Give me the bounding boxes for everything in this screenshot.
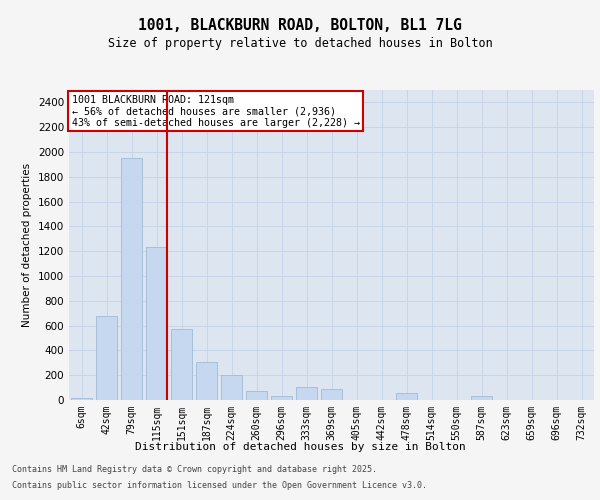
Bar [321, 390, 342, 400]
Bar [246, 390, 267, 400]
Bar [271, 396, 292, 400]
Bar [196, 362, 217, 400]
Y-axis label: Number of detached properties: Number of detached properties [22, 163, 32, 327]
Text: Contains public sector information licensed under the Open Government Licence v3: Contains public sector information licen… [12, 481, 427, 490]
Text: Size of property relative to detached houses in Bolton: Size of property relative to detached ho… [107, 38, 493, 51]
Bar [96, 316, 117, 400]
Bar [71, 398, 92, 400]
Text: 1001, BLACKBURN ROAD, BOLTON, BL1 7LG: 1001, BLACKBURN ROAD, BOLTON, BL1 7LG [138, 18, 462, 32]
Bar [171, 330, 192, 400]
Bar [296, 387, 317, 400]
Text: Contains HM Land Registry data © Crown copyright and database right 2025.: Contains HM Land Registry data © Crown c… [12, 465, 377, 474]
Bar [121, 158, 142, 400]
Text: Distribution of detached houses by size in Bolton: Distribution of detached houses by size … [134, 442, 466, 452]
Bar [221, 375, 242, 400]
Bar [146, 248, 167, 400]
Text: 1001 BLACKBURN ROAD: 121sqm
← 56% of detached houses are smaller (2,936)
43% of : 1001 BLACKBURN ROAD: 121sqm ← 56% of det… [71, 94, 359, 128]
Bar [471, 396, 492, 400]
Bar [396, 393, 417, 400]
